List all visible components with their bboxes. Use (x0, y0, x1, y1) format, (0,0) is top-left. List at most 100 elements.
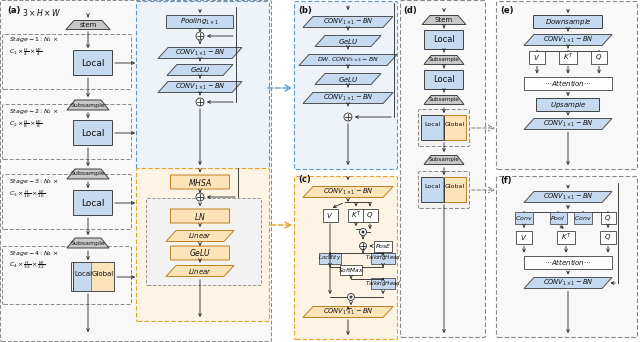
FancyBboxPatch shape (170, 209, 230, 223)
Text: $CONV_{1\times 1} - BN$: $CONV_{1\times 1} - BN$ (543, 278, 593, 288)
FancyBboxPatch shape (3, 35, 131, 90)
FancyBboxPatch shape (74, 263, 93, 291)
Text: $V$: $V$ (520, 233, 527, 241)
Text: $Linear$: $Linear$ (188, 266, 212, 276)
Polygon shape (66, 21, 110, 29)
Polygon shape (424, 95, 464, 105)
Text: $CONV_{1\times 1} - BN$: $CONV_{1\times 1} - BN$ (543, 192, 593, 202)
Bar (600, 231, 616, 244)
Text: Subsample: Subsample (70, 103, 106, 107)
Text: Local: Local (81, 198, 105, 208)
Text: $Upsample$: $Upsample$ (550, 100, 586, 110)
Bar (524, 255, 612, 268)
Bar (323, 209, 337, 222)
Polygon shape (158, 81, 242, 92)
Polygon shape (167, 65, 233, 76)
Text: $V$: $V$ (533, 53, 541, 62)
FancyBboxPatch shape (536, 98, 600, 111)
Circle shape (360, 228, 367, 236)
FancyBboxPatch shape (294, 176, 397, 340)
Polygon shape (67, 100, 109, 110)
Text: $Linear$: $Linear$ (188, 232, 212, 240)
Text: Local: Local (81, 129, 105, 137)
Polygon shape (158, 48, 242, 58)
Text: $Q$: $Q$ (366, 210, 374, 220)
Text: $CONV_{1\times 1} - BN$: $CONV_{1\times 1} - BN$ (323, 17, 373, 27)
Text: $LN$: $LN$ (194, 210, 206, 222)
Text: $Talking Head$: $Talking Head$ (365, 278, 401, 288)
Polygon shape (524, 35, 612, 45)
Text: Local: Local (433, 76, 455, 84)
Text: $GeLU$: $GeLU$ (189, 66, 211, 75)
FancyBboxPatch shape (1, 0, 271, 342)
FancyBboxPatch shape (497, 1, 637, 170)
Text: $PosE$: $PosE$ (374, 242, 392, 250)
Text: $Q$: $Q$ (604, 213, 612, 223)
Polygon shape (315, 36, 381, 47)
Bar (557, 231, 575, 244)
FancyBboxPatch shape (424, 30, 463, 50)
FancyBboxPatch shape (422, 177, 445, 202)
Text: $Q$: $Q$ (595, 52, 603, 62)
Polygon shape (424, 55, 464, 65)
Text: $GeLU$: $GeLU$ (338, 37, 358, 45)
Text: $\cdots Attention\cdots$: $\cdots Attention\cdots$ (544, 257, 592, 267)
Polygon shape (166, 231, 234, 241)
Text: $CONV_{1\times 1} - BN$: $CONV_{1\times 1} - BN$ (323, 307, 373, 317)
Circle shape (362, 231, 364, 233)
Text: Global: Global (92, 271, 114, 277)
FancyBboxPatch shape (424, 70, 463, 90)
Bar (516, 231, 532, 244)
FancyBboxPatch shape (166, 15, 234, 28)
Text: $CONV_{1\times 1} - BN$: $CONV_{1\times 1} - BN$ (323, 93, 373, 103)
Bar (374, 240, 392, 251)
Text: $Pool$: $Pool$ (550, 214, 566, 222)
Text: $C_3\times\frac{H}{16}\times\frac{W}{16}$: $C_3\times\frac{H}{16}\times\frac{W}{16}… (9, 188, 45, 200)
Bar (591, 51, 607, 64)
Bar (600, 212, 616, 224)
Text: (d): (d) (403, 6, 417, 15)
Polygon shape (303, 186, 393, 197)
Text: $C_4\times\frac{H}{32}\times\frac{W}{32}$: $C_4\times\frac{H}{32}\times\frac{W}{32}… (9, 259, 45, 271)
Text: $CONV_{1\times 1} - BN$: $CONV_{1\times 1} - BN$ (543, 35, 593, 45)
Bar (574, 212, 592, 224)
Text: Local: Local (81, 58, 105, 67)
Text: $SoftMax$: $SoftMax$ (338, 266, 364, 274)
FancyBboxPatch shape (444, 116, 467, 141)
Text: $K^T$: $K^T$ (351, 209, 361, 221)
FancyBboxPatch shape (534, 15, 602, 28)
Text: stem: stem (79, 22, 97, 28)
Text: $Conv$: $Conv$ (515, 214, 533, 222)
Text: $Q$: $Q$ (604, 232, 612, 242)
Polygon shape (67, 238, 109, 248)
Text: $Talking Head$: $Talking Head$ (365, 253, 401, 263)
Bar (529, 51, 545, 64)
Polygon shape (524, 118, 612, 130)
Text: Subsample: Subsample (70, 240, 106, 246)
Text: (e): (e) (500, 6, 513, 15)
Polygon shape (303, 92, 393, 104)
Polygon shape (524, 277, 612, 289)
Text: Global: Global (445, 122, 465, 128)
FancyBboxPatch shape (497, 176, 637, 338)
Bar (515, 212, 533, 224)
Text: Local: Local (74, 271, 92, 277)
FancyBboxPatch shape (422, 116, 445, 141)
FancyBboxPatch shape (3, 174, 131, 229)
Text: Subsample: Subsample (429, 97, 460, 103)
FancyBboxPatch shape (74, 120, 113, 145)
Text: $Stage - 3: N_3\times$: $Stage - 3: N_3\times$ (9, 177, 58, 186)
FancyBboxPatch shape (401, 0, 486, 338)
Text: $CONV_{1\times 1} - BN$: $CONV_{1\times 1} - BN$ (543, 119, 593, 129)
Text: $CONV_{1\times 1} - BN$: $CONV_{1\times 1} - BN$ (323, 187, 373, 197)
Text: (c): (c) (298, 175, 311, 184)
Text: $Stage - 2: N_2\times$: $Stage - 2: N_2\times$ (9, 107, 58, 117)
Circle shape (196, 32, 204, 40)
FancyBboxPatch shape (92, 263, 115, 291)
FancyBboxPatch shape (419, 171, 470, 209)
FancyBboxPatch shape (136, 169, 269, 321)
FancyBboxPatch shape (419, 109, 470, 146)
Text: $V$: $V$ (326, 210, 333, 220)
Polygon shape (424, 156, 464, 165)
Bar (524, 77, 612, 90)
